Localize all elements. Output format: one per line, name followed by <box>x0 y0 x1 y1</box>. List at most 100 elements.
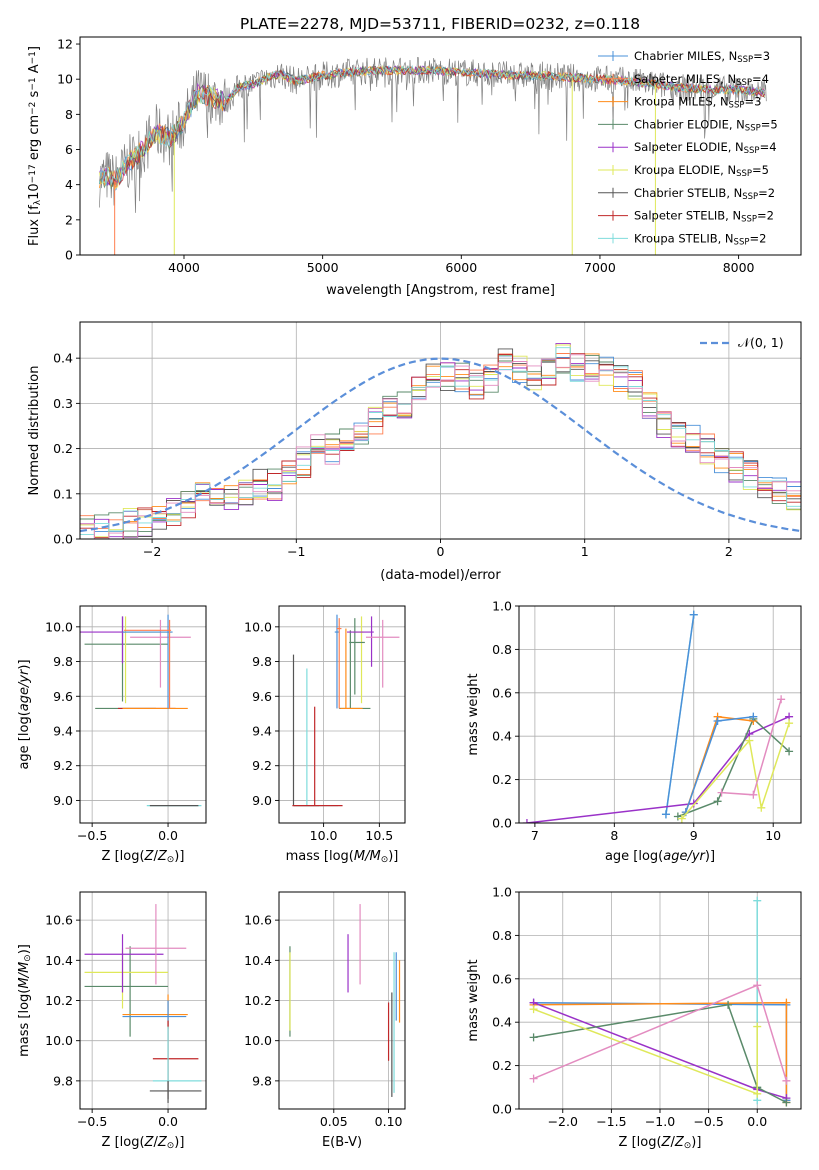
weight-marker <box>753 1089 762 1098</box>
y-tick-label: 0 <box>65 248 73 263</box>
weight-line <box>681 722 790 820</box>
weight-marker <box>753 1022 762 1031</box>
label-script: −2 <box>28 102 38 115</box>
label-part: =5 <box>752 163 769 177</box>
x-axis-label: Z [log(Z/Z⊙)] <box>102 849 185 865</box>
x-tick-label: 8000 <box>723 260 755 275</box>
weight-marker <box>529 1005 538 1014</box>
y-tick-label: 1.0 <box>492 885 512 900</box>
axes-frame: −2 −1 0 1 2 0.0 0.1 0.2 0.3 0.4 (data-model)/error… <box>27 321 802 583</box>
y-tick-label: 10.0 <box>45 619 73 634</box>
y-tick-label: 0.6 <box>492 685 512 700</box>
plot-layer: 4000 5000 6000 7000 8000024681012wavelength … <box>17 36 802 1151</box>
y-tick-label: 0.4 <box>53 351 73 366</box>
y-tick-label: 12 <box>57 37 73 52</box>
y-tick-label: 9.0 <box>53 793 73 808</box>
weight-marker <box>529 1074 538 1083</box>
histogram-step-line <box>80 353 801 539</box>
weight-marker <box>522 819 531 823</box>
label-part: mass [log( <box>286 849 354 864</box>
y-tick-label: 9.8 <box>53 1073 73 1088</box>
x-axis-label: age [log(age/yr)] <box>605 849 715 864</box>
label-part: s <box>27 90 42 101</box>
x-axis-label: Z [log(Z/Z⊙)] <box>619 1135 702 1151</box>
weight-marker <box>782 1076 791 1085</box>
label-script: SSP <box>737 55 753 65</box>
label-script: SSP <box>736 169 752 179</box>
x-tick-label: 6000 <box>445 260 477 275</box>
y-tick-label: 10.0 <box>45 1033 73 1048</box>
label-part: M/M <box>17 962 32 989</box>
label-part: mass [log( <box>17 989 32 1057</box>
label-script: ⊙ <box>381 855 389 865</box>
x-tick-label: 0.05 <box>320 1114 348 1129</box>
panel-mass-weight-vs-age: 7 8 9 10 0.0 0.2 0.4 0.6 0.8 1.0 age [log(age/yr)]… <box>466 599 802 864</box>
x-tick-label: 10.0 <box>310 828 338 843</box>
y-tick-label: 0.3 <box>53 396 73 411</box>
weight-line <box>533 1003 787 1104</box>
label-part: =2 <box>758 186 775 200</box>
label-part: )] <box>691 1135 701 1150</box>
label-part: Z <box>157 849 168 864</box>
y-tick-label: 0.2 <box>492 772 512 787</box>
y-axis-label: mass weight <box>466 959 481 1041</box>
y-tick-label: 10.6 <box>244 913 272 928</box>
y-axis-label: mass weight <box>466 673 481 755</box>
label-part: =5 <box>761 117 778 131</box>
label-script: SSP <box>729 101 745 111</box>
y-tick-label: 0.2 <box>492 1058 512 1073</box>
weight-marker <box>713 717 722 726</box>
x-tick-label: 5000 <box>307 260 339 275</box>
x-tick-label: 2 <box>725 544 733 559</box>
label-part: ] <box>27 46 42 51</box>
y-tick-label: 2 <box>65 212 73 227</box>
y-tick-label: 9.2 <box>252 758 272 773</box>
x-tick-label: 1 <box>581 544 589 559</box>
y-tick-label: 6 <box>65 142 73 157</box>
axes-frame: 10.0 10.5 9.0 9.2 9.4 9.6 9.8 10.0 mass [log(M/M… <box>244 605 406 865</box>
axes-frame: 4000 5000 6000 7000 8000 0 2 4 6 8 10 12 wavelength … <box>27 36 802 298</box>
label-part: )] <box>388 849 398 864</box>
label-part: )] <box>17 659 32 669</box>
axes-frame: 7 8 9 10 0.0 0.2 0.4 0.6 0.8 1.0 age [log(age/yr)]… <box>466 599 802 864</box>
y-tick-label: 0.0 <box>492 1102 512 1117</box>
y-tick-label: 1.0 <box>492 599 512 614</box>
x-tick-label: −1.5 <box>596 1114 626 1129</box>
label-part: erg cm <box>27 115 42 164</box>
label-script: SSP <box>734 238 750 248</box>
axes-border <box>518 605 802 824</box>
y-tick-label: 10.2 <box>244 993 272 1008</box>
x-axis-label: mass [log(M/M⊙)] <box>286 849 399 865</box>
weight-marker <box>777 695 786 704</box>
label-part: Z [log( <box>102 849 145 864</box>
y-tick-label: 0.4 <box>492 1015 512 1030</box>
histogram-step-line <box>80 348 801 539</box>
plot-area <box>292 614 400 807</box>
label-script: SSP <box>742 192 758 202</box>
label-part: Flux [f <box>27 205 42 246</box>
label-part: =4 <box>760 140 777 154</box>
label-part: Z <box>661 1135 672 1150</box>
axes-frame: −0.5 0.09.09.29.49.69.810.0Z [log(Z/Z⊙)]a… <box>17 605 207 865</box>
axes-border <box>79 605 207 824</box>
label-part: =4 <box>752 72 769 86</box>
x-tick-label: 0.0 <box>747 1114 767 1129</box>
x-tick-label: −1 <box>287 544 305 559</box>
x-tick-label: −2 <box>143 544 161 559</box>
label-part: Chabrier STELIB, N <box>634 186 742 200</box>
legend-entry: Chabrier ELODIE, NSSP=5 <box>634 117 778 133</box>
weight-marker <box>713 797 722 806</box>
panel-spectrum: 4000 5000 6000 7000 8000 0 2 4 6 8 10 12 wavelength … <box>27 36 802 298</box>
x-tick-label: 8 <box>610 828 618 843</box>
label-part: A <box>27 64 42 77</box>
legend-entry: Kroupa STELIB, NSSP=2 <box>634 231 766 247</box>
label-part: Chabrier ELODIE, N <box>634 117 745 131</box>
y-tick-label: 9.4 <box>252 723 272 738</box>
weight-marker <box>717 788 726 797</box>
legend-entry: 𝒩(0, 1) <box>738 335 784 350</box>
weight-marker <box>749 712 758 721</box>
axes-frame: −0.5 0.09.810.010.210.410.6Z [log(Z/Z⊙)]m… <box>17 891 207 1151</box>
y-tick-label: 9.0 <box>252 793 272 808</box>
label-part: Salpeter MILES, N <box>634 72 736 86</box>
histogram-step-line <box>80 353 801 539</box>
